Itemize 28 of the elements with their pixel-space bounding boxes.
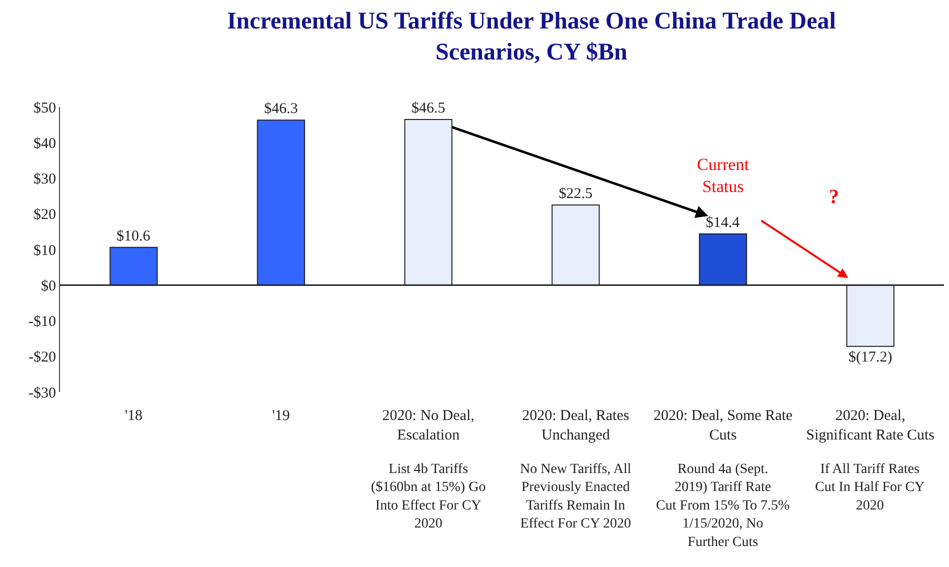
annotation: ? <box>829 186 839 208</box>
y-tick-label: $50 <box>34 100 56 116</box>
data-label: $(17.2) <box>848 349 892 366</box>
x-tick-label: 2020: Deal, Rates Unchanged <box>522 408 630 444</box>
x-tick-label: 2020: Deal, Significant Rate Cuts <box>806 408 935 444</box>
annotation: Current Status <box>697 155 750 196</box>
data-label: $10.6 <box>116 228 151 244</box>
y-tick-label: -$10 <box>28 314 56 330</box>
y-tick-label: $40 <box>34 136 56 152</box>
x-tick-label: '18 <box>124 408 143 424</box>
text: If All Tariff Rates Cut In Half For CY 2020 <box>815 462 925 514</box>
x-tick-label: '19 <box>272 408 290 424</box>
x-tick-label: 2020: No Deal, Escalation <box>382 408 474 444</box>
y-tick-label: $20 <box>34 207 56 224</box>
chart-title: Incremental US Tariffs Under Phase One China Trade Deal Scenarios, CY $Bn <box>226 8 836 66</box>
x-tick-label: 2020: Deal, Some Rate Cuts <box>653 408 793 444</box>
text: No New Tariffs, All Previously Enacted Tariffs Remain In Effect For CY 2020 <box>520 462 632 532</box>
y-tick-label: $10 <box>34 242 56 259</box>
y-tick-label: $30 <box>34 172 56 188</box>
data-label: $14.4 <box>706 214 740 231</box>
text: Round 4a (Sept. 2019) Tariff Rate Cut From 15% To 7.5% 1/15/2020, No Further Cuts <box>656 462 790 550</box>
data-label: $46.5 <box>411 100 446 116</box>
text: List 4b Tariffs ($160bn at 15%) Go Into Effect For CY 2020 <box>371 462 486 532</box>
y-tick-label: -$20 <box>28 350 56 366</box>
data-label: $46.3 <box>264 101 298 118</box>
data-label: $22.5 <box>558 186 593 202</box>
y-tick-label: -$30 <box>28 385 56 402</box>
y-tick-label: $0 <box>41 278 56 294</box>
